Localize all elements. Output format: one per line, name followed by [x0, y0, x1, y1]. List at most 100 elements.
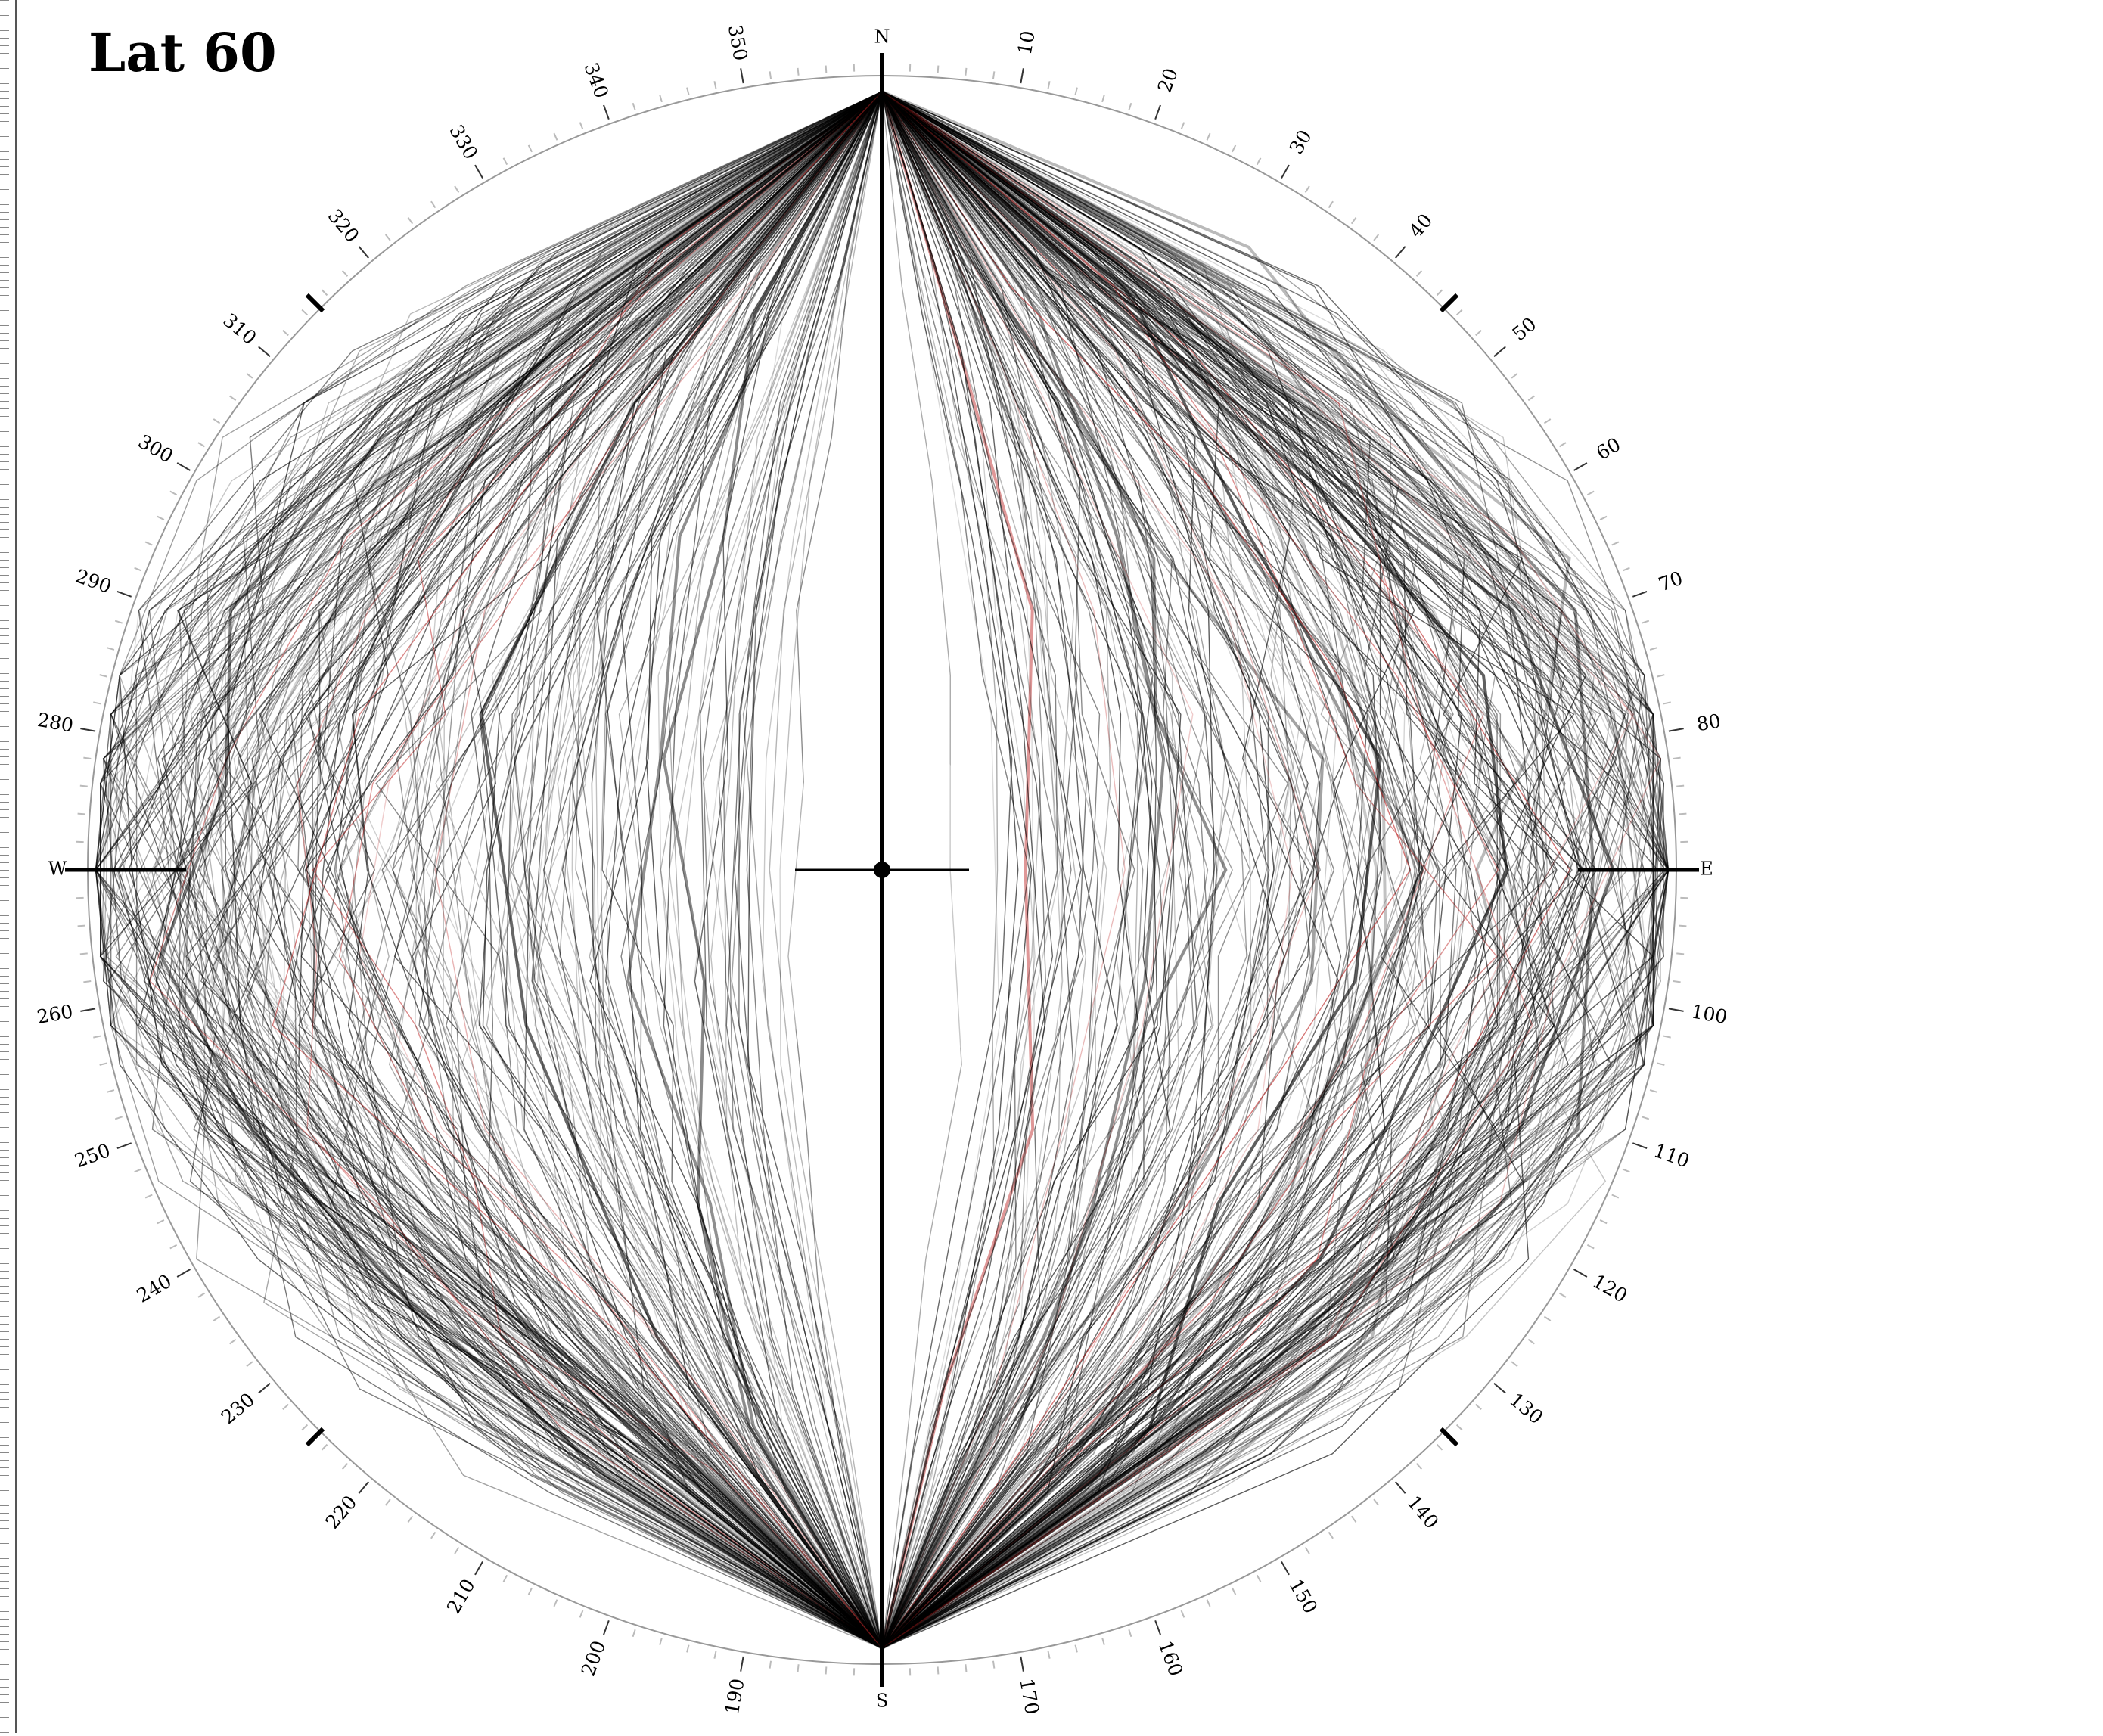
bearing-tick: [1528, 396, 1534, 400]
bearing-label: 60: [1592, 433, 1624, 464]
bearing-tick: [1374, 1499, 1378, 1505]
bearing-tick: [322, 1445, 327, 1450]
bearing-tick: [431, 1532, 436, 1538]
bearing-tick: [938, 1666, 939, 1674]
bearing-tick: [198, 443, 204, 446]
bearing-tick: [1612, 1195, 1619, 1198]
bearing-tick: [1257, 158, 1261, 165]
bearing-tick: [145, 1195, 152, 1198]
bearing-tick: [1528, 1340, 1534, 1344]
bearing-tick: [1457, 309, 1462, 315]
bearing-tick: [1560, 443, 1566, 446]
bearing-tick: [302, 1425, 307, 1430]
bearing-tick: [283, 1405, 288, 1410]
bearing-tick: [100, 675, 107, 676]
bearing-tick: [117, 592, 132, 597]
bearing-tick: [1600, 517, 1607, 520]
bearing-tick: [1600, 1220, 1607, 1223]
bearing-tick: [1182, 123, 1185, 129]
bearing-tick: [1020, 68, 1023, 83]
bearing-tick: [1587, 1245, 1594, 1249]
bearing-label: 140: [1403, 1491, 1443, 1533]
bearing-tick: [1129, 103, 1131, 110]
ruler-strip: [0, 0, 15, 1733]
bearing-tick: [1673, 981, 1681, 982]
bearing-tick: [938, 66, 939, 73]
bearing-tick: [170, 1245, 177, 1249]
bearing-tick: [1048, 81, 1050, 89]
bearing-label: 230: [217, 1389, 259, 1429]
bearing-tick: [1457, 1425, 1462, 1430]
bearing-tick: [687, 1645, 688, 1653]
bearing-label: 170: [1015, 1677, 1043, 1716]
bearing-tick: [798, 68, 799, 76]
cardinal-label: W: [48, 859, 67, 880]
bearing-label: 200: [577, 1638, 610, 1679]
bearing-tick: [660, 95, 662, 102]
bearing-label: 20: [1154, 65, 1182, 95]
bearing-tick: [343, 271, 348, 276]
bearing-tick: [1075, 88, 1076, 95]
bearing-tick: [198, 1293, 204, 1297]
bearing-tick: [1352, 1516, 1356, 1522]
bearing-tick: [247, 374, 253, 378]
bearing-tick: [145, 542, 152, 545]
bearing-tick: [115, 1116, 123, 1119]
bearing-tick: [80, 786, 88, 787]
bearing-tick: [826, 1666, 827, 1674]
bearing-tick: [1650, 1090, 1657, 1092]
bearing-tick: [1544, 1317, 1550, 1321]
bearing-tick: [993, 1661, 994, 1669]
bearing-tick: [475, 165, 483, 178]
bearing-tick: [1329, 201, 1334, 207]
bearing-tick: [78, 814, 85, 815]
bearing-tick: [93, 702, 101, 703]
bearing-label: 120: [1589, 1270, 1631, 1307]
bearing-label: 320: [324, 205, 364, 247]
bearing-tick: [1574, 1269, 1587, 1277]
bearing-tick: [993, 71, 994, 79]
bearing-tick: [1657, 675, 1665, 676]
bearing-tick: [322, 290, 327, 295]
bearing-tick: [1511, 374, 1517, 378]
bearing-tick: [247, 1362, 253, 1366]
bearing-tick: [1494, 346, 1505, 356]
bearing-tick: [213, 419, 219, 424]
bearing-tick: [741, 68, 743, 83]
bearing-tick: [1155, 1620, 1160, 1635]
bearing-tick: [1642, 621, 1649, 623]
bearing-tick: [408, 218, 412, 224]
bearing-tick: [1476, 1405, 1481, 1410]
bearing-tick: [259, 346, 270, 356]
bearing-tick: [1676, 786, 1684, 787]
bearing-tick: [302, 309, 307, 315]
bearing-tick: [1129, 1629, 1131, 1637]
bearing-tick: [475, 1562, 483, 1575]
bearing-tick: [1396, 247, 1406, 258]
cardinal-label: N: [874, 26, 890, 48]
bearing-label: 30: [1285, 126, 1316, 158]
bearing-tick: [604, 105, 609, 120]
bearing-tick: [107, 648, 114, 650]
center-dot: [874, 862, 890, 878]
bearing-tick: [714, 1651, 716, 1659]
bearing-tick: [1417, 271, 1422, 276]
bearing-tick: [93, 1036, 101, 1038]
bearing-tick: [1102, 95, 1104, 102]
bearing-tick: [1257, 1575, 1261, 1582]
bearing-tick: [633, 103, 635, 110]
bearing-tick: [1281, 165, 1289, 178]
bearing-label: 150: [1284, 1575, 1322, 1617]
bearing-tick: [580, 1610, 583, 1617]
diagonal-tick: [1441, 1429, 1457, 1445]
bearing-label: 110: [1651, 1139, 1692, 1172]
bearing-tick: [80, 728, 95, 731]
bearing-tick: [115, 621, 123, 623]
diagonal-tick: [307, 295, 323, 311]
bearing-tick: [826, 66, 827, 73]
bearing-tick: [177, 463, 190, 470]
bearing-tick: [359, 1482, 368, 1493]
cardinal-label: E: [1700, 859, 1713, 880]
bearing-label: 160: [1154, 1638, 1188, 1679]
